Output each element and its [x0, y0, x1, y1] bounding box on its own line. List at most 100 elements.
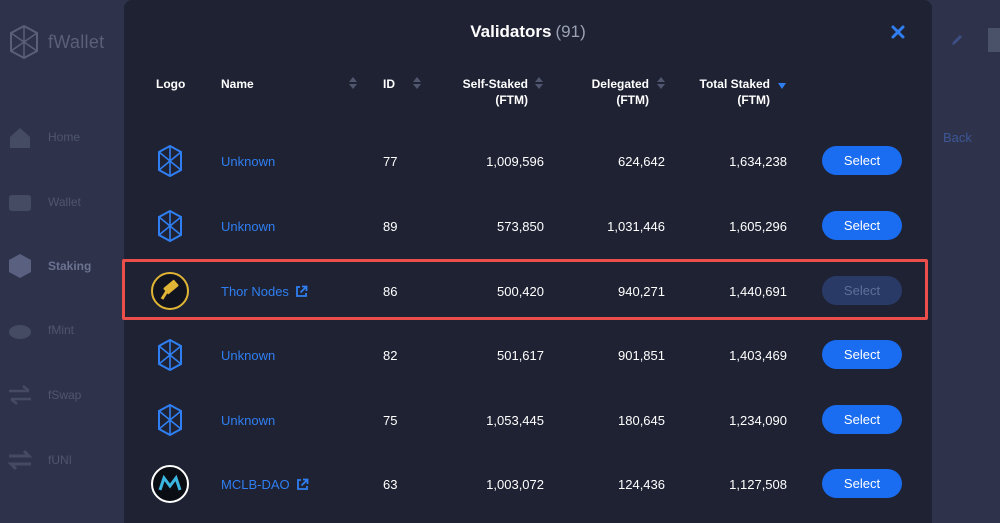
- select-button[interactable]: Select: [822, 146, 902, 175]
- table-row: MCLB-DAO 63 1,003,072 124,436 1,127,508 …: [124, 452, 932, 516]
- validator-name-link[interactable]: MCLB-DAO: [221, 476, 290, 492]
- validator-id: 77: [383, 153, 398, 169]
- background-panel-edge: [988, 28, 1000, 52]
- validator-id: 75: [383, 412, 398, 428]
- close-icon[interactable]: [890, 24, 906, 40]
- modal-title-text: Validators: [470, 22, 552, 41]
- sidebar-item-fmint[interactable]: fMint: [0, 310, 124, 350]
- back-link[interactable]: Back: [943, 130, 972, 145]
- sidebar-item-funi[interactable]: fUNI: [0, 440, 124, 480]
- sort-icon[interactable]: [413, 77, 421, 89]
- column-header-self-staked-line2: (FTM): [495, 93, 528, 107]
- validator-name-link[interactable]: Unknown: [221, 218, 276, 234]
- sidebar-item-label: fMint: [48, 323, 75, 337]
- total-staked-value: 1,605,296: [729, 218, 787, 234]
- sort-desc-icon[interactable]: [778, 80, 786, 92]
- sidebar-item-home[interactable]: Home: [0, 117, 124, 157]
- fantom-logo-icon: [158, 210, 182, 242]
- total-staked-value: 1,440,691: [729, 283, 787, 299]
- table-row: Unknown 89 573,850 1,031,446 1,605,296 S…: [124, 194, 932, 258]
- total-staked-value: 1,634,238: [729, 153, 787, 169]
- name-cell: Thor Nodes: [221, 259, 308, 323]
- brand-name: fWallet: [48, 31, 105, 52]
- fantom-logo-icon: [158, 145, 182, 177]
- column-header-delegated-line2: (FTM): [616, 93, 649, 107]
- sidebar-item-staking[interactable]: Staking: [0, 246, 124, 286]
- delegated-value: 124,436: [618, 476, 665, 492]
- column-header-logo: Logo: [156, 77, 186, 91]
- validator-name-link[interactable]: Thor Nodes: [221, 283, 289, 299]
- sort-icon[interactable]: [349, 77, 357, 89]
- validator-logo: [150, 464, 190, 504]
- validators-modal: Validators (91) Logo Name ID Self-Staked …: [124, 0, 932, 523]
- home-icon: [10, 128, 30, 148]
- validator-id: 86: [383, 283, 398, 299]
- select-button[interactable]: Select: [822, 211, 902, 240]
- modal-title: Validators (91): [124, 22, 932, 42]
- validator-logo: [150, 400, 190, 440]
- column-header-delegated[interactable]: Delegated (FTM): [569, 76, 649, 108]
- validator-name-link[interactable]: Unknown: [221, 153, 276, 169]
- column-header-total-staked[interactable]: Total Staked (FTM): [684, 76, 770, 108]
- validator-name-link[interactable]: Unknown: [221, 347, 276, 363]
- fantom-logo-icon: [10, 24, 38, 60]
- select-button[interactable]: Select: [822, 276, 902, 305]
- validator-logo: [150, 335, 190, 375]
- external-link-icon[interactable]: [295, 285, 308, 298]
- total-staked-value: 1,234,090: [729, 412, 787, 428]
- column-header-self-staked-line1: Self-Staked: [462, 77, 528, 91]
- column-header-delegated-line1: Delegated: [591, 77, 649, 91]
- fmint-icon: [9, 325, 31, 339]
- delegated-value: 180,645: [618, 412, 665, 428]
- sidebar-item-label: Staking: [48, 259, 92, 273]
- select-button[interactable]: Select: [822, 469, 902, 498]
- delegated-value: 901,851: [618, 347, 665, 363]
- self-staked-value: 1,003,072: [486, 476, 544, 492]
- total-staked-value: 1,403,469: [729, 347, 787, 363]
- select-button[interactable]: Select: [822, 405, 902, 434]
- validator-logo: [150, 206, 190, 246]
- table-row: Unknown 82 501,617 901,851 1,403,469 Sel…: [124, 323, 932, 387]
- thor-hammer-logo-icon: [151, 272, 189, 310]
- column-header-id[interactable]: ID: [383, 77, 395, 91]
- edit-icon[interactable]: [950, 33, 964, 47]
- table-row: Unknown 77 1,009,596 624,642 1,634,238 S…: [124, 129, 932, 193]
- validator-name-link[interactable]: Unknown: [221, 412, 276, 428]
- wallet-icon: [9, 195, 31, 211]
- sidebar-item-label: Home: [48, 130, 81, 144]
- validator-id: 63: [383, 476, 398, 492]
- sort-icon[interactable]: [535, 77, 543, 89]
- sidebar-item-label: fUNI: [48, 453, 72, 467]
- name-cell: Unknown: [221, 323, 275, 387]
- fantom-logo-icon: [158, 404, 182, 436]
- sidebar-item-label: fSwap: [48, 388, 82, 402]
- table-row: Unknown 75 1,053,445 180,645 1,234,090 S…: [124, 388, 932, 452]
- brand: fWallet: [8, 24, 104, 60]
- self-staked-value: 1,053,445: [486, 412, 544, 428]
- validator-logo: [150, 271, 190, 311]
- self-staked-value: 500,420: [497, 283, 544, 299]
- self-staked-value: 501,617: [497, 347, 544, 363]
- name-cell: Unknown: [221, 194, 275, 258]
- sort-icon[interactable]: [657, 77, 665, 89]
- mclb-logo-icon: [151, 465, 189, 503]
- column-header-total-staked-line2: (FTM): [737, 93, 770, 107]
- select-button[interactable]: Select: [822, 340, 902, 369]
- sidebar-item-wallet[interactable]: Wallet: [0, 182, 124, 222]
- table-row: Thor Nodes 86 500,420 940,271 1,440,691 …: [124, 259, 932, 323]
- validator-count: (91): [555, 22, 586, 41]
- column-header-self-staked[interactable]: Self-Staked (FTM): [444, 76, 528, 108]
- sidebar-item-fswap[interactable]: fSwap: [0, 375, 124, 415]
- funi-icon: [7, 449, 33, 471]
- column-header-name[interactable]: Name: [221, 77, 254, 91]
- external-link-icon[interactable]: [296, 478, 309, 491]
- staking-icon: [9, 254, 31, 278]
- validator-id: 82: [383, 347, 398, 363]
- name-cell: Unknown: [221, 388, 275, 452]
- sidebar-item-label: Wallet: [48, 195, 81, 209]
- validator-id: 89: [383, 218, 398, 234]
- self-staked-value: 573,850: [497, 218, 544, 234]
- delegated-value: 940,271: [618, 283, 665, 299]
- name-cell: Unknown: [221, 129, 275, 193]
- name-cell: MCLB-DAO: [221, 452, 309, 516]
